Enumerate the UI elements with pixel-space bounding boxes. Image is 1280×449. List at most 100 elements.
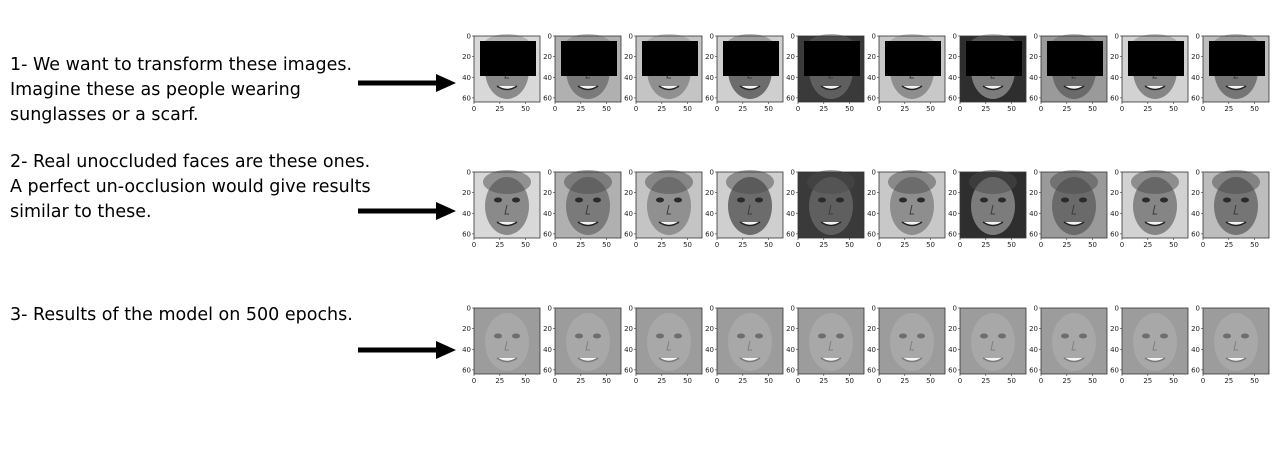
eye [737, 333, 745, 339]
x-tick-label: 25 [576, 241, 585, 249]
x-tick-label: 0 [1201, 105, 1205, 113]
mouth [658, 221, 680, 227]
face-panel: 0 20 40 60 0 25 50 [1029, 169, 1109, 255]
face-panel: 0 20 40 60 0 25 50 [786, 169, 866, 255]
result-faces-row: 0 20 40 60 0 25 50 0 20 40 60 0 25 50 0 20 40 60 0 25 50 0 20 4… [462, 305, 1276, 391]
face-panel: 0 20 40 60 0 25 50 [867, 33, 947, 119]
arrow-right-icon [358, 202, 456, 220]
y-tick-label: 40 [786, 346, 795, 354]
y-tick-label: 40 [624, 210, 633, 218]
y-tick-label: 20 [1191, 325, 1200, 333]
mouth [901, 357, 923, 363]
y-tick-label: 60 [786, 230, 795, 238]
eye [1160, 197, 1168, 203]
x-tick-label: 0 [553, 241, 557, 249]
nose [1233, 204, 1238, 215]
eye [575, 197, 583, 203]
y-tick-label: 40 [867, 74, 876, 82]
x-tick-label: 25 [657, 241, 666, 249]
y-tick-label: 40 [1191, 210, 1200, 218]
y-tick-label: 60 [705, 94, 714, 102]
caption-line: Imagine these as people wearing [10, 80, 301, 100]
arrow-right-icon [358, 341, 456, 359]
axes-frame [1202, 171, 1270, 239]
y-tick-label: 0 [629, 169, 633, 177]
x-tick-label: 0 [958, 377, 962, 385]
eye [656, 333, 664, 339]
hair-shape [888, 170, 936, 194]
axes-frame [797, 35, 865, 103]
axes-frame [1040, 171, 1108, 239]
nose [909, 204, 914, 215]
x-tick-label: 0 [796, 105, 800, 113]
y-tick-label: 60 [624, 230, 633, 238]
y-tick-label: 60 [705, 366, 714, 374]
x-tick-label: 50 [1250, 105, 1259, 113]
x-tick-label: 50 [764, 241, 773, 249]
eye [494, 197, 502, 203]
y-tick-label: 0 [953, 33, 957, 41]
y-tick-label: 0 [710, 169, 714, 177]
x-tick-label: 0 [877, 105, 881, 113]
x-tick-label: 0 [1039, 105, 1043, 113]
y-tick-label: 40 [1029, 74, 1038, 82]
eye [1160, 333, 1168, 339]
x-tick-label: 25 [738, 241, 747, 249]
mouth [658, 357, 680, 363]
y-tick-label: 20 [705, 189, 714, 197]
nose [990, 204, 995, 215]
y-tick-label: 60 [462, 366, 471, 374]
y-tick-label: 0 [791, 169, 795, 177]
eye [512, 197, 520, 203]
y-tick-label: 20 [948, 325, 957, 333]
eye [737, 197, 745, 203]
y-tick-label: 0 [467, 169, 471, 177]
axes-frame [1202, 35, 1270, 103]
x-tick-label: 25 [819, 241, 828, 249]
y-tick-label: 20 [1029, 325, 1038, 333]
nose [1233, 340, 1238, 351]
face-panel: 0 20 40 60 0 25 50 [624, 33, 704, 119]
mouth [982, 85, 1004, 91]
face-panel: 0 20 40 60 0 25 50 [462, 305, 542, 391]
axes-frame [1040, 307, 1108, 375]
axes-frame [878, 171, 946, 239]
mouth [739, 85, 761, 91]
nose [828, 340, 833, 351]
step-2-caption: 2- Real unoccluded faces are these ones.… [10, 150, 371, 225]
eye [656, 197, 664, 203]
y-tick-label: 40 [543, 74, 552, 82]
mouth [982, 357, 1004, 363]
caption-line: sunglasses or a scarf. [10, 105, 199, 125]
axes-frame [959, 307, 1027, 375]
y-tick-label: 60 [543, 366, 552, 374]
x-tick-label: 25 [1062, 377, 1071, 385]
eye [1241, 197, 1249, 203]
face-panel: 0 20 40 60 0 25 50 [867, 305, 947, 391]
axes-frame [1040, 35, 1108, 103]
y-tick-label: 40 [624, 74, 633, 82]
axes-frame [878, 35, 946, 103]
face-panel: 0 20 40 60 0 25 50 [705, 169, 785, 255]
caption-line: 1- We want to transform these images. [10, 55, 353, 75]
eye [1241, 333, 1249, 339]
y-tick-label: 20 [624, 53, 633, 61]
x-tick-label: 50 [683, 241, 692, 249]
y-tick-label: 20 [705, 53, 714, 61]
x-tick-label: 25 [495, 377, 504, 385]
mouth [820, 221, 842, 227]
x-tick-label: 25 [1062, 241, 1071, 249]
x-tick-label: 0 [715, 377, 719, 385]
y-tick-label: 60 [624, 366, 633, 374]
x-tick-label: 50 [521, 105, 530, 113]
x-tick-label: 50 [602, 241, 611, 249]
y-tick-label: 0 [1115, 33, 1119, 41]
step-1-caption: 1- We want to transform these images. Im… [10, 53, 360, 128]
y-tick-label: 40 [1191, 74, 1200, 82]
y-tick-label: 40 [1191, 346, 1200, 354]
hair-shape [969, 170, 1017, 194]
x-tick-label: 0 [472, 377, 476, 385]
caption-line: 3- Results of the model on 500 epochs. [10, 305, 353, 325]
nose [1071, 340, 1076, 351]
x-tick-label: 50 [1007, 105, 1016, 113]
